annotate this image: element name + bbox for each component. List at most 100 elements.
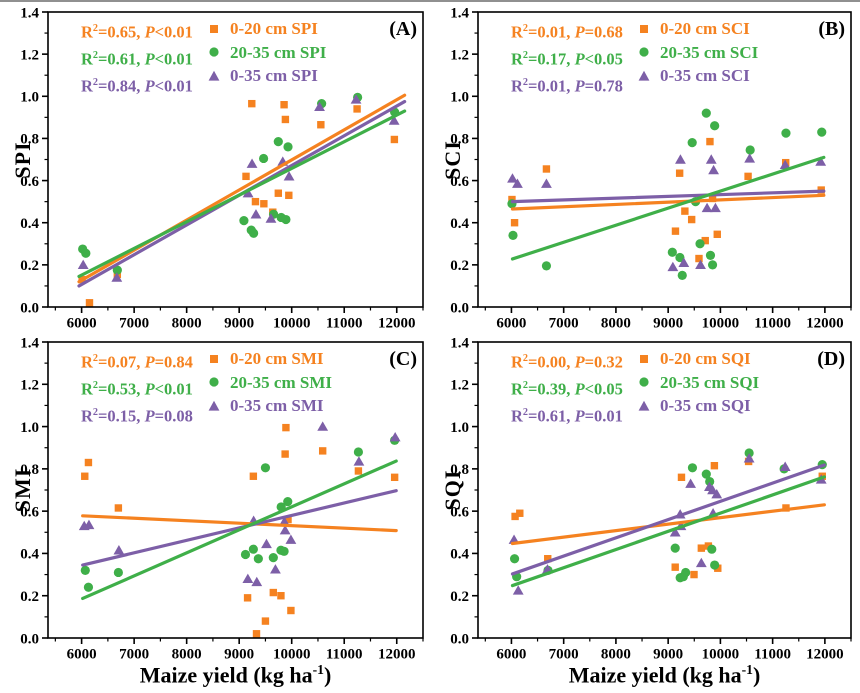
square-marker	[285, 191, 293, 200]
stat-text: =0.53,	[98, 379, 145, 399]
legend-label: 0-35 cm SCI	[660, 66, 750, 85]
y-tick-label: 0.6	[20, 504, 39, 520]
circle-marker	[675, 252, 685, 263]
square-marker	[251, 197, 260, 206]
circle-marker	[83, 582, 94, 592]
stat-text: P	[574, 22, 585, 42]
x-tick-label: 11000	[754, 647, 791, 663]
x-tick-label: 10000	[273, 316, 311, 332]
stat-text: 2	[522, 407, 529, 418]
triangle-marker	[83, 519, 95, 530]
triangle-marker	[512, 585, 524, 595]
square-marker	[277, 592, 285, 600]
square-glyph	[210, 24, 218, 33]
legend-label: 0-20 cm SMI	[230, 349, 324, 368]
triangle-glyph	[208, 70, 220, 81]
stat-text: P	[574, 352, 585, 372]
square-marker	[281, 115, 290, 124]
stat-text: =0.39,	[528, 379, 575, 399]
stat-text: =0.84	[154, 352, 193, 372]
square-marker	[713, 230, 721, 239]
circle-marker	[710, 121, 720, 131]
y-tick-label: 0.8	[20, 462, 39, 478]
legend-item: 0-35 cm SCI	[638, 64, 758, 88]
circle-marker	[541, 261, 552, 271]
stat-line: R2=0.53, P<0.01	[81, 374, 193, 401]
square-marker	[281, 450, 289, 458]
square-marker	[704, 542, 713, 550]
stat-text: P	[144, 379, 155, 399]
circle-glyph	[639, 377, 649, 387]
stat-text: =0.07,	[98, 352, 145, 372]
y-tick-label: 0.6	[450, 504, 469, 520]
panel-frame	[47, 11, 424, 308]
circle-marker	[687, 463, 698, 473]
stat-text: 2	[522, 50, 529, 61]
circle-marker	[239, 216, 249, 226]
y-tick-label: 0.0	[450, 631, 469, 647]
stat-line: R2=0.17, P<0.05	[511, 44, 623, 71]
stat-text: <0.01	[154, 76, 193, 96]
circle-marker	[353, 447, 363, 457]
stat-text: =0.61,	[98, 49, 145, 69]
legend-label: 20-35 cm SQI	[660, 372, 760, 392]
circle-glyph	[209, 47, 219, 57]
y-tick-label: 1.4	[20, 335, 39, 351]
stat-text: P	[574, 379, 585, 399]
square-marker	[697, 544, 706, 552]
square-marker	[681, 207, 689, 215]
stat-text: <0.01	[154, 22, 193, 42]
stat-text: P	[144, 76, 155, 96]
x-tick-label: 7000	[119, 647, 149, 663]
square-marker	[687, 215, 696, 224]
square-glyph	[210, 354, 218, 363]
legend-block-C: 0-20 cm SMI 20-35 cm SMI 0-35 cm SMI	[208, 347, 332, 418]
triangle-marker	[77, 259, 89, 270]
circle-marker	[677, 270, 687, 280]
stat-text: R	[81, 49, 93, 69]
triangle-marker	[261, 538, 272, 549]
legend-item: 0-35 cm SQI	[638, 394, 759, 418]
triangle-marker	[678, 257, 690, 267]
panel-label-B: (B)	[818, 18, 845, 40]
stat-text: 2	[92, 380, 99, 391]
circle-marker	[667, 247, 677, 257]
x-tick-label: 10000	[702, 647, 740, 663]
stat-line: R2=0.01, P=0.68	[511, 17, 623, 44]
triangle-marker	[314, 101, 325, 112]
y-tick-label: 0.8	[450, 462, 469, 478]
triangle-legend-icon	[638, 400, 650, 411]
circle-marker	[248, 544, 258, 554]
circle-marker	[701, 469, 711, 479]
square-marker	[710, 461, 719, 470]
square-legend-icon	[640, 24, 648, 33]
triangle-legend-icon	[208, 70, 220, 81]
square-marker	[243, 594, 252, 602]
stat-text: =0.00,	[528, 352, 575, 372]
y-tick-label: 0.0	[20, 300, 39, 316]
y-tick-label: 0.8	[450, 132, 469, 148]
stat-text: P	[574, 49, 585, 69]
x-axis-title-text: Maize yield (kg ha	[568, 662, 742, 688]
triangle-marker	[278, 516, 290, 526]
legend-label: 0-35 cm SQI	[660, 396, 751, 415]
square-marker	[390, 473, 399, 482]
stat-text: R	[511, 406, 523, 426]
circle-marker	[112, 265, 122, 275]
x-tick-label: 8000	[601, 316, 631, 332]
triangle-marker	[388, 115, 400, 125]
panel-label-A: (A)	[389, 18, 417, 40]
stats-block-C: R2=0.07, P=0.84 R2=0.53, P<0.01 R2=0.15, P…	[81, 347, 193, 428]
triangle-marker	[512, 178, 523, 188]
circle-marker	[273, 136, 283, 147]
circle-marker	[283, 497, 293, 507]
stat-text: <0.05	[584, 49, 623, 69]
square-marker	[706, 137, 714, 146]
panel-label-C: (C)	[389, 348, 417, 370]
circle-glyph	[209, 377, 219, 387]
stat-text: P	[144, 49, 155, 69]
circle-marker	[260, 463, 271, 473]
x-axis-title-sup: -1	[741, 662, 753, 677]
circle-marker	[707, 544, 717, 554]
